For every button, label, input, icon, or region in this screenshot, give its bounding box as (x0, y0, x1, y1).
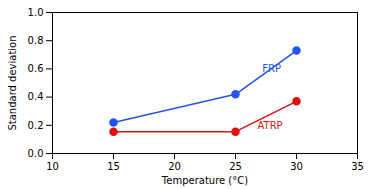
svg-text:ATRP: ATRP (257, 120, 282, 131)
svg-text:Standard deviation: Standard deviation (7, 35, 18, 130)
svg-text:25: 25 (229, 161, 242, 172)
svg-text:35: 35 (351, 161, 364, 172)
svg-text:15: 15 (107, 161, 120, 172)
svg-text:0.6: 0.6 (28, 63, 44, 74)
svg-text:0.0: 0.0 (28, 148, 44, 159)
svg-text:0.4: 0.4 (28, 91, 44, 102)
svg-text:0.8: 0.8 (28, 35, 44, 46)
svg-text:FRP: FRP (262, 63, 281, 74)
svg-text:10: 10 (46, 161, 59, 172)
svg-text:20: 20 (168, 161, 181, 172)
svg-text:1.0: 1.0 (28, 7, 44, 18)
svg-text:30: 30 (290, 161, 303, 172)
svg-text:0.2: 0.2 (28, 120, 44, 131)
svg-text:Temperature (°C): Temperature (°C) (161, 175, 248, 186)
